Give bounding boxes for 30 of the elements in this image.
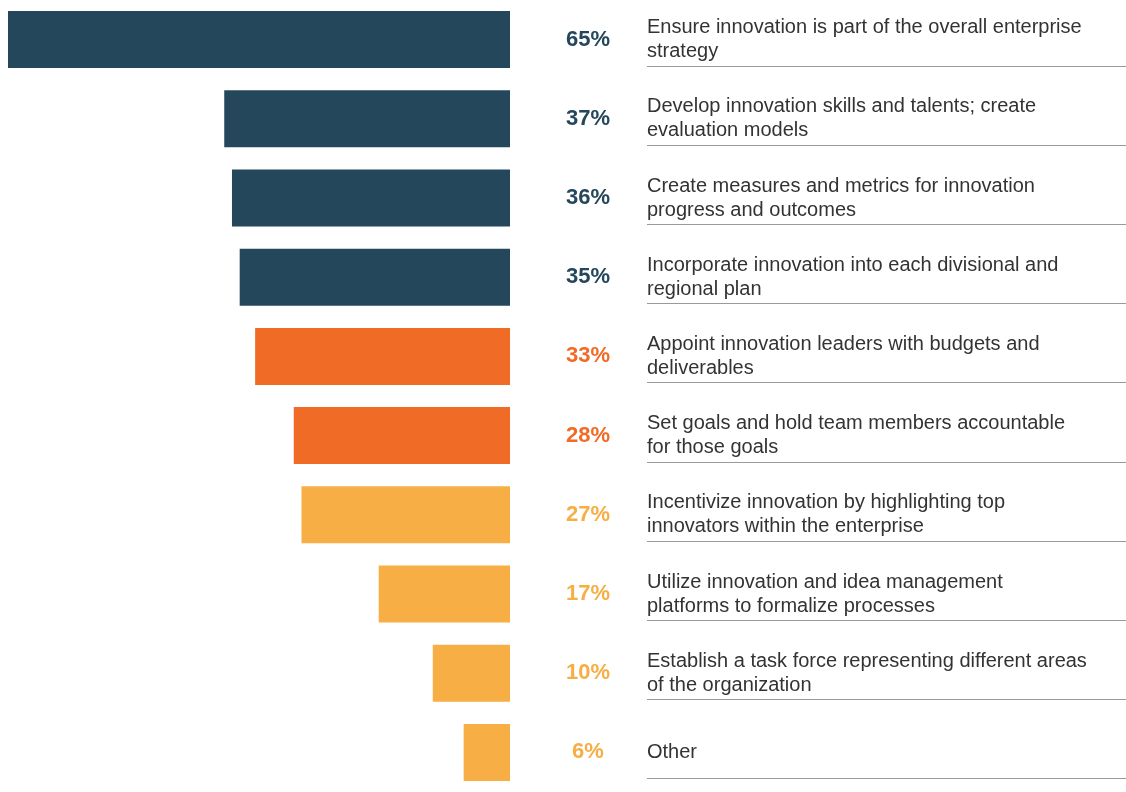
data-label: 27% bbox=[565, 500, 611, 526]
data-label: 35% bbox=[565, 263, 611, 289]
y-tick-label: Ensure innovation is part of the overall enterprise strategy bbox=[647, 15, 1082, 62]
bar bbox=[301, 486, 510, 544]
data-label: 36% bbox=[565, 184, 611, 210]
data-label: 65% bbox=[565, 25, 611, 51]
bar bbox=[378, 565, 510, 623]
y-tick-label: Develop innovation skills and talents; create evaluation models bbox=[647, 94, 1037, 141]
bar bbox=[224, 90, 510, 148]
data-label: 10% bbox=[565, 659, 611, 685]
y-tick-label: Utilize innovation and idea management platforms to formalize processes bbox=[647, 569, 1004, 616]
bar bbox=[432, 644, 510, 702]
data-label: 28% bbox=[565, 421, 611, 447]
y-tick-label: Other bbox=[647, 739, 698, 762]
data-label: 37% bbox=[565, 104, 611, 130]
data-label: 17% bbox=[565, 580, 611, 606]
bar bbox=[255, 327, 510, 385]
y-tick-label: Establish a task force representing different areas of the organization bbox=[647, 648, 1087, 695]
data-label: 33% bbox=[565, 342, 611, 368]
data-label: 6% bbox=[572, 738, 604, 764]
bar bbox=[8, 11, 510, 69]
y-tick-label: Create measures and metrics for innovation progress and outcomes bbox=[647, 173, 1035, 220]
y-tick-label: Incentivize innovation by highlighting top innovators within the enterprise bbox=[647, 490, 1006, 537]
y-tick-label: Appoint innovation leaders with budgets and deliverables bbox=[647, 331, 1040, 378]
bar bbox=[231, 169, 510, 227]
bar bbox=[463, 723, 510, 781]
y-tick-label: Set goals and hold team members accountable for those goals bbox=[647, 411, 1066, 458]
y-tick-label: Incorporate innovation into each divisional and regional plan bbox=[647, 252, 1059, 299]
bar bbox=[293, 407, 510, 465]
bar bbox=[239, 248, 510, 306]
